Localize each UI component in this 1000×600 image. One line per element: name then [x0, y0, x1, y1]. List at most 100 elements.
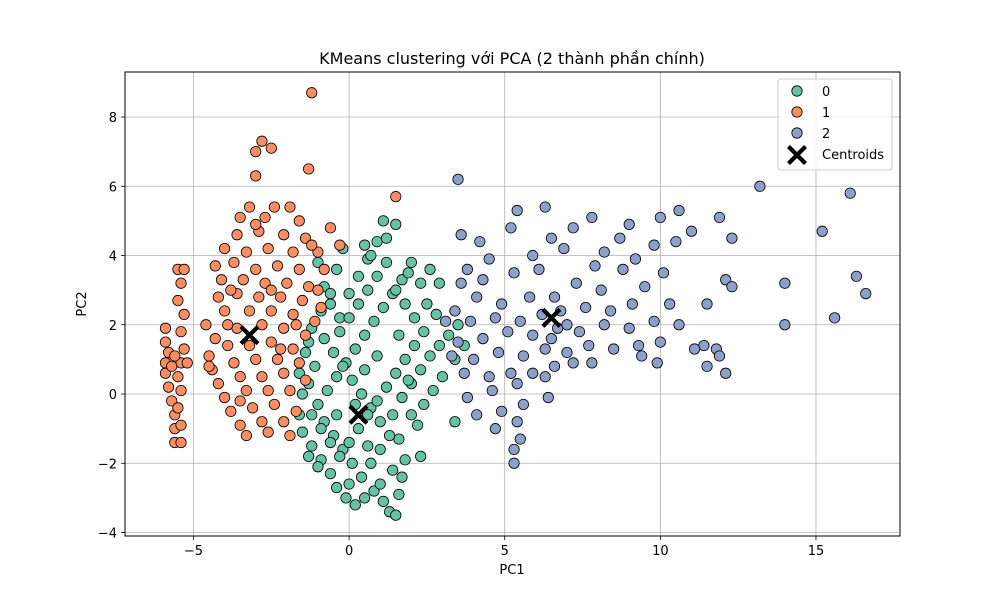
cluster-2-point: [654, 211, 666, 224]
cluster-1-point: [334, 239, 346, 251]
cluster-0-point: [362, 409, 374, 421]
cluster-1-point: [271, 260, 284, 272]
cluster-1-point: [253, 291, 265, 303]
cluster-1-point: [315, 301, 327, 314]
cluster-0-point: [408, 312, 421, 324]
cluster-2-point: [517, 398, 529, 411]
cluster-2-point: [514, 433, 526, 445]
cluster-2-point: [486, 384, 498, 397]
centroid-marker: [348, 404, 369, 425]
cluster-2-point: [720, 367, 732, 379]
cluster-2-point: [701, 298, 713, 310]
cluster-0-point: [374, 443, 386, 456]
cluster-0-point: [380, 381, 393, 393]
cluster-0-point: [393, 329, 405, 341]
cluster-2-point: [860, 288, 872, 300]
cluster-0-point: [390, 509, 402, 521]
cluster-1-point: [284, 201, 296, 213]
cluster-0-point: [402, 374, 414, 386]
cluster-1-point: [262, 426, 274, 438]
cluster-0-point: [349, 499, 361, 511]
cluster-2-point: [648, 239, 660, 251]
cluster-0-point: [365, 249, 377, 262]
cluster-0-point: [331, 481, 343, 494]
cluster-1-point: [175, 277, 187, 289]
cluster-1-point: [256, 319, 268, 331]
cluster-2-point: [657, 267, 670, 279]
cluster-1-point: [250, 146, 262, 158]
cluster-2-point: [639, 281, 651, 293]
cluster-1-point: [306, 87, 318, 99]
cluster-1-point: [200, 319, 212, 331]
cluster-0-point: [303, 450, 315, 462]
legend-label: 0: [822, 85, 830, 100]
y-tick-label: 8: [109, 111, 117, 126]
cluster-0-point: [343, 312, 355, 324]
legend-label: Centroids: [822, 148, 884, 163]
cluster-1-point: [250, 263, 262, 275]
cluster-2-point: [489, 312, 501, 324]
cluster-2-point: [701, 360, 713, 372]
cluster-2-point: [648, 315, 660, 327]
cluster-0-point: [349, 343, 361, 355]
x-tick-label: −5: [184, 544, 203, 559]
cluster-1-point: [222, 339, 234, 352]
cluster-1-point: [159, 322, 172, 334]
cluster-0-point: [359, 492, 371, 504]
cluster-1-point: [259, 277, 271, 289]
cluster-1-point: [225, 284, 237, 296]
cluster-0-point: [371, 395, 383, 407]
cluster-0-point: [324, 468, 337, 480]
cluster-0-point: [393, 488, 405, 501]
cluster-0-point: [355, 471, 368, 483]
cluster-1-point: [250, 218, 262, 230]
cluster-0-point: [371, 350, 383, 362]
cluster-1-point: [159, 336, 172, 348]
cluster-1-point: [175, 419, 187, 431]
cluster-2-point: [449, 305, 461, 317]
legend-centroid-marker: [787, 145, 807, 165]
cluster-2-point: [623, 322, 635, 334]
y-axis-label: PC2: [75, 291, 90, 316]
cluster-0-point: [306, 409, 318, 421]
y-tick-label: 6: [109, 180, 117, 195]
cluster-2-point: [651, 357, 663, 369]
cluster-0-point: [399, 298, 411, 310]
cluster-2-point: [561, 319, 573, 331]
cluster-2-point: [754, 180, 766, 192]
cluster-1-point: [175, 384, 187, 397]
cluster-1-point: [203, 360, 215, 372]
cluster-2-point: [726, 281, 738, 293]
cluster-1-point: [228, 256, 240, 269]
cluster-2-point: [489, 423, 501, 435]
data-points: [159, 87, 872, 521]
cluster-0-point: [331, 263, 343, 275]
cluster-0-point: [405, 409, 417, 421]
cluster-1-point: [262, 242, 274, 255]
y-tick-label: −2: [98, 457, 117, 472]
cluster-2-point: [452, 336, 464, 348]
cluster-2-point: [439, 315, 452, 327]
cluster-0-point: [327, 346, 340, 359]
cluster-2-point: [477, 333, 489, 345]
cluster-1-point: [228, 357, 240, 369]
cluster-1-point: [175, 326, 187, 338]
cluster-2-point: [598, 246, 610, 258]
legend-marker-0: [791, 85, 803, 97]
cluster-2-point: [461, 263, 473, 275]
cluster-2-point: [505, 367, 517, 379]
cluster-1-point: [178, 343, 190, 355]
cluster-0-point: [368, 315, 380, 327]
cluster-1-point: [281, 277, 293, 289]
cluster-2-point: [492, 346, 505, 359]
cluster-0-point: [405, 256, 417, 269]
cluster-2-point: [511, 416, 523, 428]
cluster-1-point: [284, 384, 296, 397]
cluster-0-point: [427, 384, 439, 397]
cluster-0-point: [359, 329, 371, 341]
cluster-1-point: [278, 229, 290, 241]
cluster-0-point: [312, 398, 324, 411]
cluster-1-point: [231, 229, 243, 241]
cluster-0-point: [449, 416, 461, 428]
